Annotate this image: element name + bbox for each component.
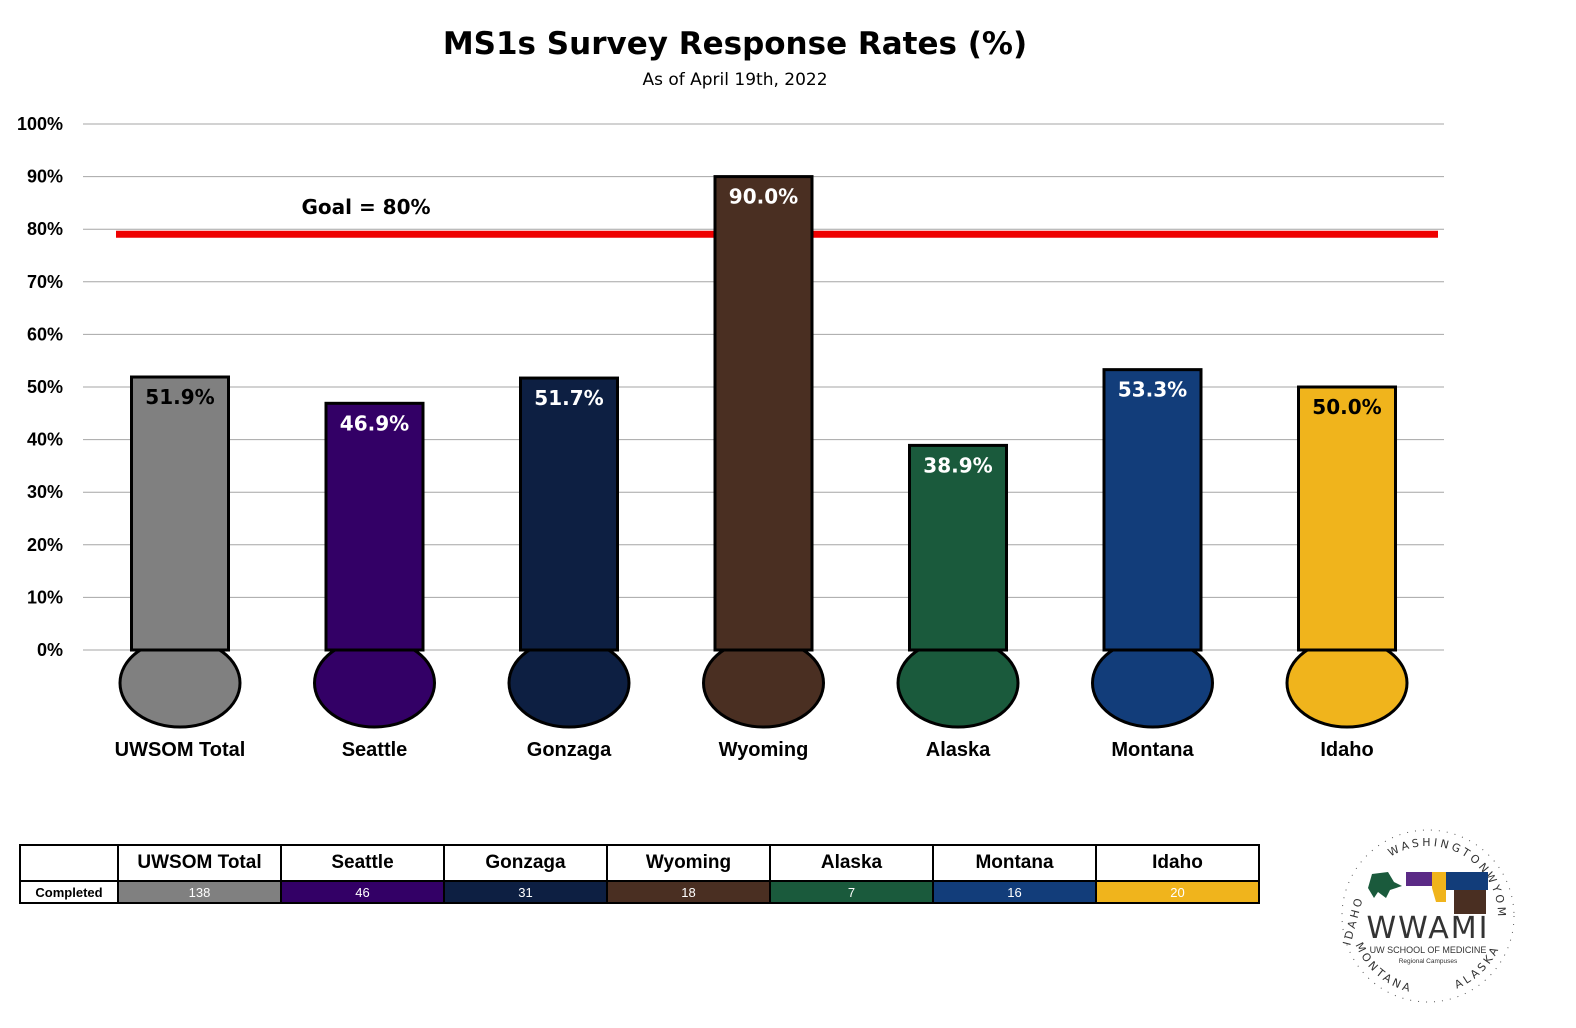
bar-bulb [1091, 637, 1214, 729]
bar-bulb [118, 637, 242, 729]
table-value-cell: 31 [443, 880, 608, 904]
data-label: 53.3% [1118, 378, 1187, 402]
table-header-cell: Alaska [769, 844, 934, 882]
logo-subtitle: UW SCHOOL OF MEDICINE [1370, 945, 1487, 955]
table-header-cell: UWSOM Total [117, 844, 282, 882]
table-value-cell: 138 [117, 880, 282, 904]
y-tick-label: 0% [37, 640, 63, 660]
data-label: 38.9% [923, 453, 992, 477]
y-tick-label: 70% [27, 272, 63, 292]
bar-bulb [702, 637, 825, 729]
bar-bulb [896, 637, 1020, 729]
y-tick-label: 20% [27, 535, 63, 555]
logo-wwami-text: WWAMI [1367, 911, 1490, 946]
table-value-cell: 18 [606, 880, 771, 904]
bar [1297, 385, 1397, 652]
bar-bulb [1285, 637, 1409, 729]
table-value-cell: 7 [769, 880, 934, 904]
x-category-label: Montana [1111, 739, 1194, 761]
data-label: 51.7% [534, 386, 603, 410]
logo-ring-washington: WASHINGTON [1386, 836, 1493, 877]
logo-ring-idaho: IDAHO [1340, 894, 1366, 947]
y-tick-label: 30% [27, 482, 63, 502]
chart-subtitle: As of April 19th, 2022 [642, 70, 828, 90]
y-tick-label: 40% [27, 430, 63, 450]
bar [324, 401, 425, 652]
table-header-cell: Idaho [1095, 844, 1260, 882]
data-label: 46.9% [340, 411, 409, 435]
table-header-cell: Montana [932, 844, 1097, 882]
wwami-logo: WASHINGTON WYOMING ALASKA MONTANA IDAHO … [1328, 826, 1515, 1003]
table-row-label: Completed [19, 880, 119, 904]
bar [1102, 368, 1203, 652]
bar [908, 443, 1008, 652]
data-label: 50.0% [1312, 395, 1381, 419]
x-category-label: Alaska [926, 739, 991, 761]
bar-bulb [313, 637, 436, 729]
bar-chart: 0% 10% 20% 30% 40% 50% 60% 70% 80% 90% 100% Goal = … [17, 114, 1444, 761]
table-completed-row: Completed 138 46 31 18 7 16 20 [19, 880, 1260, 904]
table-value-cell: 46 [280, 880, 445, 904]
data-label: 51.9% [145, 385, 214, 409]
table-corner-cell [19, 844, 119, 882]
table-value-cell: 16 [932, 880, 1097, 904]
table-header-row: UWSOM Total Seattle Gonzaga Wyoming Alas… [19, 844, 1260, 882]
table-header-cell: Wyoming [606, 844, 771, 882]
bar [713, 175, 814, 652]
y-tick-label: 100% [17, 114, 63, 134]
bar [130, 375, 230, 652]
x-category-label: Wyoming [719, 739, 809, 761]
y-tick-label: 90% [27, 167, 63, 187]
y-tick-label: 80% [27, 219, 63, 239]
y-tick-label: 50% [27, 377, 63, 397]
logo-ring [1341, 829, 1515, 1003]
goal-label: Goal = 80% [301, 195, 430, 219]
completed-table: UWSOM Total Seattle Gonzaga Wyoming Alas… [19, 844, 1260, 904]
y-tick-label: 10% [27, 587, 63, 607]
bar [519, 376, 619, 652]
table-value-cell: 20 [1095, 880, 1260, 904]
x-category-label: Seattle [342, 739, 408, 761]
data-label: 90.0% [729, 185, 798, 209]
x-category-label: UWSOM Total [115, 739, 246, 761]
x-category-label: Idaho [1320, 739, 1373, 761]
y-tick-label: 60% [27, 324, 63, 344]
x-category-label: Gonzaga [527, 739, 612, 761]
bar-bulb [507, 637, 631, 729]
chart-title: MS1s Survey Response Rates (%) [442, 26, 1028, 62]
logo-subtitle-2: Regional Campuses [1399, 958, 1458, 965]
table-header-cell: Seattle [280, 844, 445, 882]
logo-state-shapes [1368, 872, 1488, 914]
table-header-cell: Gonzaga [443, 844, 608, 882]
